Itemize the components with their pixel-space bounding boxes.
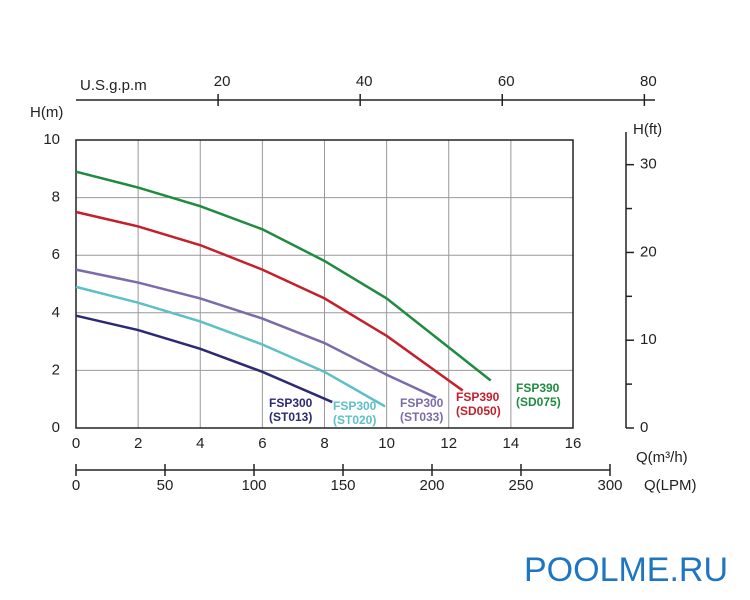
ft-tick-label: 10 bbox=[640, 331, 657, 348]
curve-model: (SD050) bbox=[456, 404, 501, 418]
ft-axis-label: H(ft) bbox=[633, 121, 662, 138]
lpm-axis-label: Q(LPM) bbox=[644, 477, 697, 494]
y-tick-label: 4 bbox=[52, 304, 60, 321]
y-tick-label: 10 bbox=[43, 131, 60, 148]
curve-label: FSP300 bbox=[333, 399, 377, 413]
x-tick-label: 10 bbox=[378, 435, 395, 452]
gpm-axis-label: U.S.g.p.m bbox=[80, 77, 147, 94]
ft-tick-label: 0 bbox=[640, 419, 648, 436]
curve-model: (ST020) bbox=[333, 413, 376, 427]
pump-curve bbox=[75, 210, 464, 392]
curve-label: FSP300 bbox=[400, 396, 444, 410]
x-tick-label: 12 bbox=[440, 435, 457, 452]
pump-curve bbox=[75, 314, 333, 404]
lpm-tick-label: 300 bbox=[597, 477, 622, 494]
y-tick-label: 8 bbox=[52, 189, 60, 206]
lpm-tick-label: 100 bbox=[241, 477, 266, 494]
x-tick-label: 4 bbox=[196, 435, 204, 452]
pump-curve bbox=[75, 285, 386, 408]
y-axis-label: H(m) bbox=[30, 104, 63, 121]
lpm-tick-label: 200 bbox=[419, 477, 444, 494]
ft-tick-label: 20 bbox=[640, 243, 657, 260]
curve-model: (ST013) bbox=[269, 410, 312, 424]
lpm-tick-label: 50 bbox=[157, 477, 174, 494]
x-tick-label: 0 bbox=[72, 435, 80, 452]
x-tick-label: 8 bbox=[320, 435, 328, 452]
gpm-tick-label: 80 bbox=[640, 73, 657, 90]
y-tick-label: 6 bbox=[52, 246, 60, 263]
lpm-tick-label: 250 bbox=[508, 477, 533, 494]
y-tick-label: 0 bbox=[52, 419, 60, 436]
plot-frame bbox=[75, 139, 574, 429]
x-axis-label: Q(m³/h) bbox=[636, 449, 688, 466]
curve-label: FSP390 bbox=[456, 390, 500, 404]
gpm-tick-label: 60 bbox=[498, 73, 515, 90]
curve-label: FSP300 bbox=[269, 396, 313, 410]
gpm-tick-label: 40 bbox=[356, 73, 373, 90]
ft-tick-label: 30 bbox=[640, 156, 657, 173]
x-tick-label: 6 bbox=[258, 435, 266, 452]
y-tick-label: 2 bbox=[52, 361, 60, 378]
curve-label: FSP390 bbox=[516, 381, 560, 395]
lpm-tick-label: 0 bbox=[72, 477, 80, 494]
pump-curve bbox=[75, 170, 492, 382]
pump-curve bbox=[75, 268, 437, 399]
gpm-tick-label: 20 bbox=[214, 73, 231, 90]
lpm-tick-label: 150 bbox=[330, 477, 355, 494]
x-tick-label: 16 bbox=[565, 435, 582, 452]
curve-model: (SD075) bbox=[516, 395, 561, 409]
x-tick-label: 2 bbox=[134, 435, 142, 452]
watermark: POOLME.RU bbox=[524, 551, 728, 589]
curve-model: (ST033) bbox=[400, 410, 443, 424]
x-tick-label: 14 bbox=[503, 435, 520, 452]
